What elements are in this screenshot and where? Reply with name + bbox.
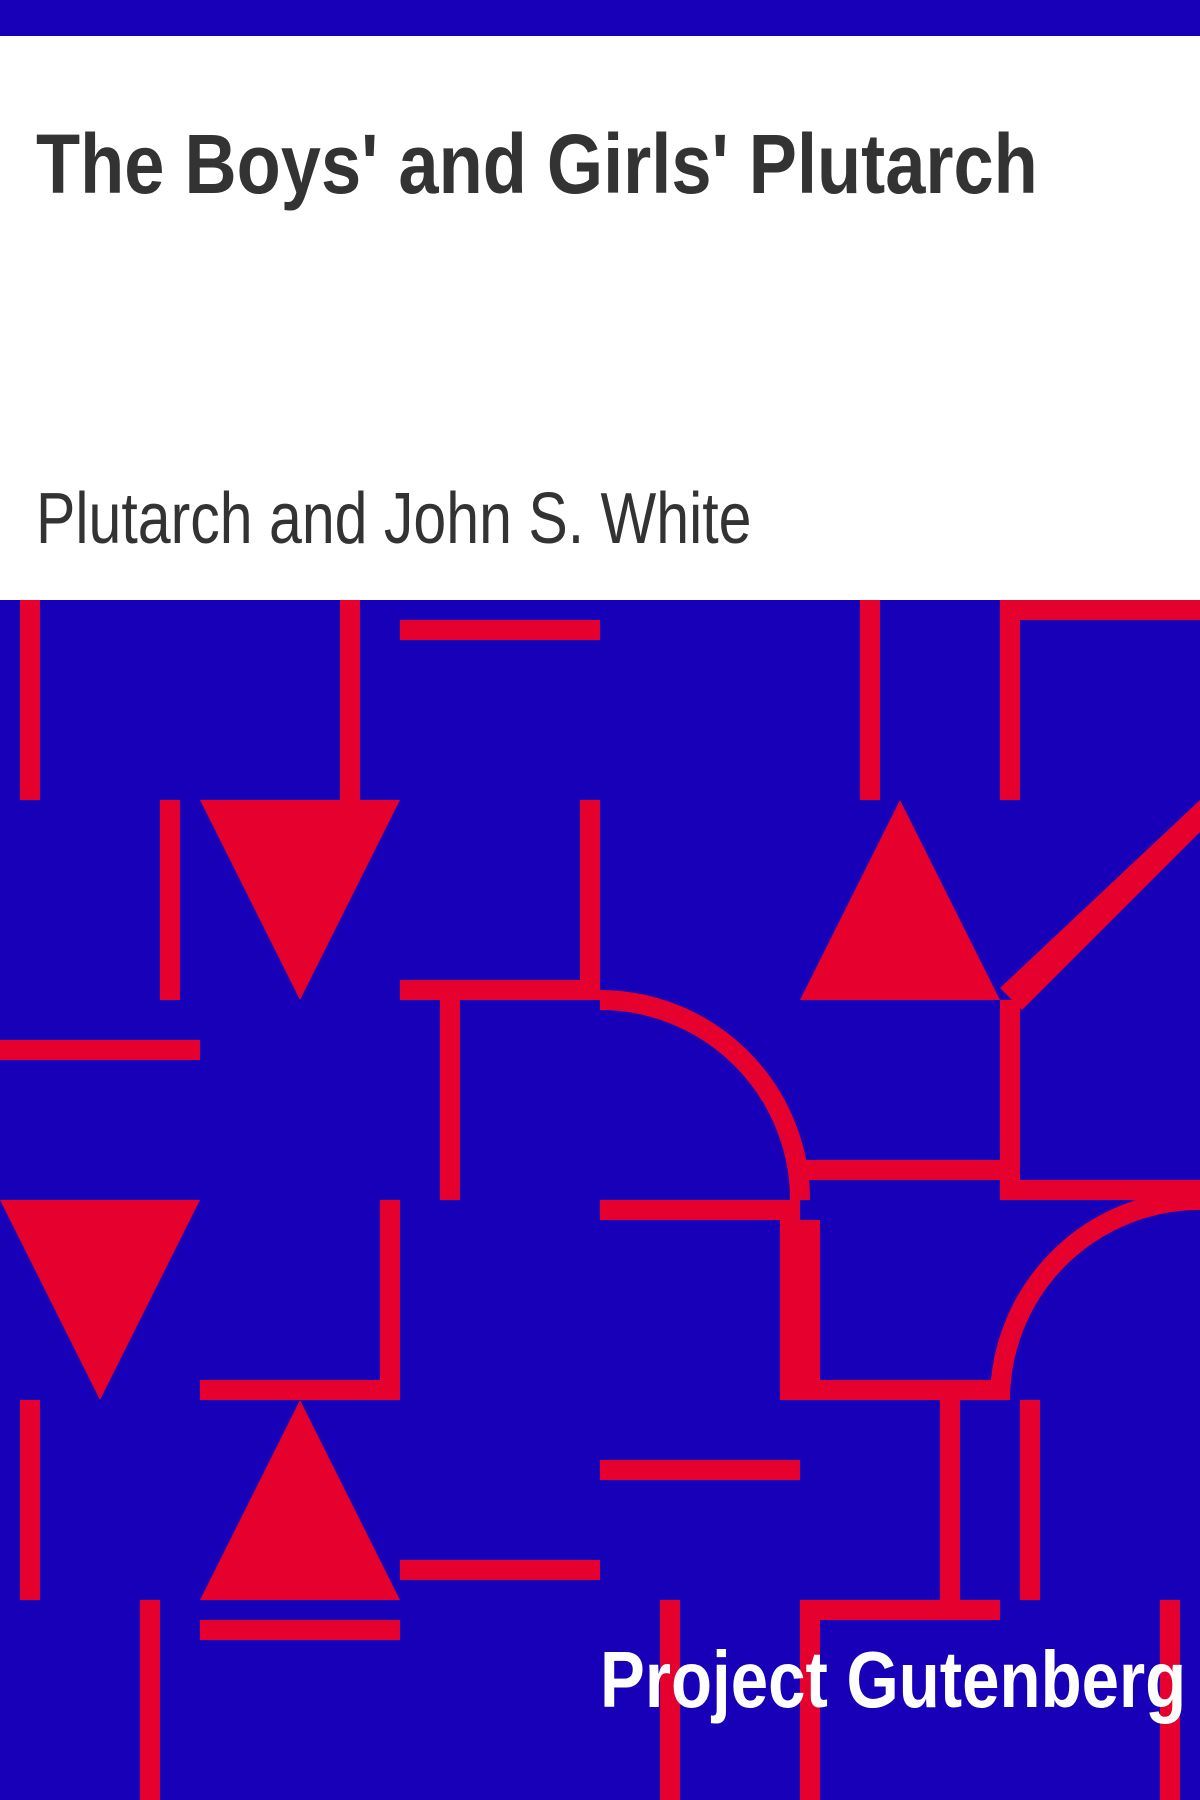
publisher-name: Project Gutenberg: [600, 1635, 1187, 1724]
pattern-bar: [20, 1400, 40, 1600]
pattern-bar: [1000, 1000, 1020, 1200]
pattern-triangle-up: [200, 1400, 400, 1600]
pattern-bar: [0, 1040, 200, 1060]
pattern-bar: [140, 1600, 160, 1800]
book-author: Plutarch and John S. White: [36, 479, 752, 559]
pattern-triangle-down: [0, 1200, 200, 1400]
pattern-diagonal-bar: [1000, 800, 1200, 1010]
pattern-bar: [440, 1000, 460, 1200]
pattern-bar: [400, 980, 600, 1000]
pattern-bar: [660, 1600, 680, 1800]
pattern-arc: [599, 990, 810, 1201]
top-color-bar: [0, 0, 1200, 36]
title-block: The Boys' and Girls' Plutarch Plutarch a…: [0, 36, 1200, 600]
pattern-bar: [800, 1160, 1000, 1180]
pattern-arc: [990, 1190, 1200, 1401]
pattern-bar: [340, 600, 360, 800]
pattern-bar: [1160, 1600, 1180, 1800]
pattern-bar: [380, 1200, 400, 1400]
pattern-bar: [600, 1200, 800, 1220]
pattern-bar: [860, 600, 880, 800]
pattern-bar: [200, 1620, 400, 1640]
pattern-bar: [400, 620, 600, 640]
pattern-block: [780, 1220, 820, 1400]
pattern-bar: [1000, 1180, 1200, 1200]
pattern-bar: [200, 1380, 400, 1400]
pattern-shapes: [0, 600, 1200, 1800]
pattern-bar: [600, 1460, 800, 1480]
pattern-bar: [800, 1600, 820, 1800]
pattern-bar: [780, 1380, 1000, 1400]
pattern-bar: [1000, 600, 1020, 800]
pattern-bar: [1000, 600, 1200, 620]
pattern-triangle-down: [200, 800, 400, 1000]
pattern-bar: [940, 1400, 960, 1600]
book-title: The Boys' and Girls' Plutarch: [36, 117, 1038, 211]
pattern-bar: [400, 1560, 600, 1580]
pattern-bar: [580, 800, 600, 1000]
cover-pattern: [0, 600, 1200, 1800]
pattern-triangle-up: [800, 800, 1000, 1000]
pattern-bar: [800, 1600, 1000, 1620]
pattern-bar: [1020, 1400, 1040, 1600]
pattern-bar: [20, 600, 40, 800]
pattern-bar: [160, 800, 180, 1000]
